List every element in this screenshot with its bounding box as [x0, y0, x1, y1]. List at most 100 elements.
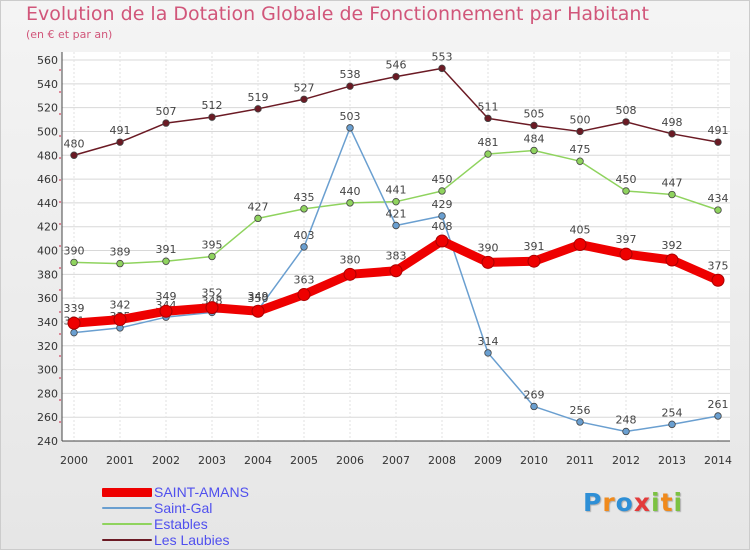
data-label-estables: 434 [708, 192, 729, 205]
data-label-estables: 440 [340, 185, 361, 198]
data-point-les-laubies [484, 114, 492, 123]
data-point-saint-amans [297, 288, 311, 302]
data-point-saint-amans [573, 238, 587, 252]
logo-letter: r [602, 488, 616, 517]
data-label-saint-amans: 391 [524, 240, 545, 253]
y-tick-label: 240 [37, 435, 58, 448]
y-tick-label: 420 [37, 221, 58, 234]
y-tick-label: 520 [37, 102, 58, 115]
legend-item: Estables [102, 516, 342, 532]
data-point-estables [530, 146, 538, 155]
x-tick-label: 2001 [106, 454, 134, 467]
data-label-saint-gal: 248 [616, 413, 637, 426]
data-label-saint-amans: 408 [432, 220, 453, 233]
y-tick-label: 300 [37, 364, 58, 377]
data-point-les-laubies [576, 127, 584, 136]
logo-letter: o [615, 488, 634, 517]
x-tick-label: 2008 [428, 454, 456, 467]
data-point-les-laubies [300, 95, 308, 103]
data-label-saint-amans: 392 [662, 239, 683, 252]
chart-title: Evolution de la Dotation Globale de Fonc… [26, 3, 649, 25]
data-label-les-laubies: 546 [386, 59, 407, 72]
data-label-les-laubies: 498 [662, 116, 683, 129]
y-tick-label: 360 [37, 292, 58, 305]
x-tick-label: 2007 [382, 454, 410, 467]
data-label-estables: 389 [110, 246, 131, 259]
legend-label: Les Laubies [154, 532, 230, 548]
logo-letter: t [660, 488, 674, 517]
y-tick-label: 440 [37, 197, 58, 210]
data-point-saint-amans [665, 253, 679, 267]
data-point-saint-gal [530, 402, 538, 411]
data-label-saint-amans: 383 [386, 250, 407, 263]
legend-item: Les Laubies [102, 532, 342, 548]
x-tick-label: 2004 [244, 454, 272, 467]
legend-label: Estables [154, 516, 208, 532]
data-label-saint-amans: 380 [340, 253, 361, 266]
data-point-les-laubies [70, 151, 78, 159]
data-label-les-laubies: 512 [202, 99, 223, 112]
y-tick-label: 380 [37, 268, 58, 281]
x-tick-label: 2009 [474, 454, 502, 467]
data-point-les-laubies [162, 119, 170, 127]
data-label-saint-amans: 349 [248, 290, 269, 303]
data-label-saint-gal: 429 [432, 198, 453, 211]
data-point-estables [576, 157, 584, 165]
data-point-les-laubies [530, 121, 538, 130]
data-label-saint-amans: 375 [708, 259, 729, 272]
data-label-les-laubies: 538 [340, 68, 361, 81]
x-tick-label: 2003 [198, 454, 226, 467]
data-point-les-laubies [622, 118, 630, 126]
data-point-saint-amans [205, 301, 219, 315]
y-tick-label: 400 [37, 245, 58, 258]
data-label-les-laubies: 500 [570, 113, 591, 126]
logo-letter: i [673, 488, 684, 517]
legend-swatch [102, 487, 152, 497]
data-label-les-laubies: 491 [110, 124, 131, 137]
data-point-estables [116, 259, 124, 268]
data-label-estables: 395 [202, 238, 223, 251]
data-label-saint-gal: 269 [524, 388, 545, 401]
legend-label: Saint-Gal [154, 500, 213, 516]
data-point-saint-gal [714, 412, 722, 420]
data-label-les-laubies: 527 [294, 81, 315, 94]
legend-swatch [102, 539, 152, 541]
data-point-estables [346, 199, 354, 207]
x-tick-label: 2010 [520, 454, 548, 467]
data-point-saint-gal [576, 418, 584, 426]
data-label-les-laubies: 505 [524, 107, 545, 120]
data-point-les-laubies [714, 138, 722, 146]
data-label-les-laubies: 480 [64, 137, 85, 150]
y-tick-label: 340 [37, 316, 58, 329]
x-tick-label: 2013 [658, 454, 686, 467]
data-point-les-laubies [392, 72, 400, 81]
data-point-saint-gal [438, 212, 446, 220]
data-label-estables: 435 [294, 191, 315, 204]
data-point-saint-amans [435, 234, 449, 248]
data-point-estables [622, 187, 630, 195]
data-label-saint-gal: 421 [386, 207, 407, 220]
y-tick-label: 260 [37, 411, 58, 424]
data-label-saint-amans: 349 [156, 290, 177, 303]
legend-swatch [102, 523, 152, 525]
data-label-les-laubies: 519 [248, 91, 269, 104]
x-tick-label: 2014 [704, 454, 732, 467]
y-tick-label: 500 [37, 125, 58, 138]
logo-letter: i [651, 488, 661, 517]
data-point-estables [162, 257, 170, 265]
data-label-estables: 481 [478, 136, 499, 149]
y-tick-label: 480 [37, 149, 58, 162]
data-label-les-laubies: 507 [156, 105, 177, 118]
data-label-saint-amans: 342 [110, 299, 131, 312]
data-point-estables [70, 258, 78, 267]
data-point-estables [208, 252, 216, 261]
data-point-les-laubies [668, 130, 676, 138]
legend-item: Saint-Gal [102, 500, 342, 516]
data-label-estables: 390 [64, 244, 85, 257]
data-point-estables [392, 197, 400, 206]
data-label-saint-amans: 397 [616, 233, 637, 246]
data-point-saint-gal [668, 420, 676, 429]
data-point-les-laubies [116, 138, 124, 146]
data-label-saint-gal: 254 [662, 406, 683, 419]
data-label-saint-amans: 363 [294, 274, 315, 287]
